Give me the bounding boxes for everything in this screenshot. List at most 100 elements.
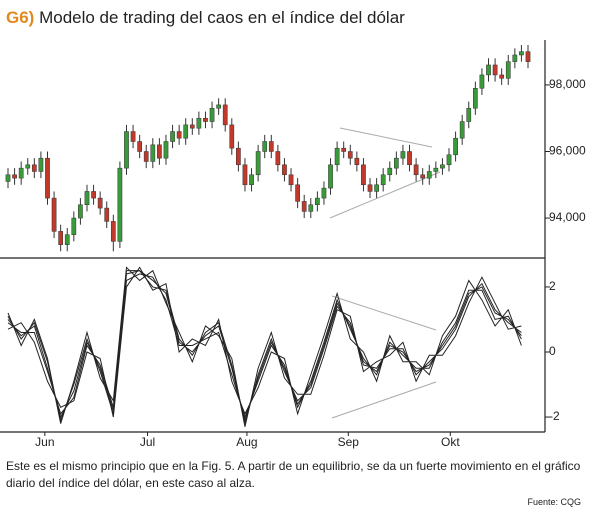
candle-body [361, 164, 366, 186]
y-tick-label: 98,000 [549, 77, 586, 91]
candle-body [466, 107, 472, 122]
candle-body [275, 151, 281, 166]
oscillator-line [7, 270, 522, 424]
candle-body [78, 204, 83, 219]
candle-body [426, 171, 432, 179]
chart-title: Modelo de trading del caos en el índice … [39, 8, 405, 27]
candle-body [150, 144, 156, 162]
candle-body [453, 137, 458, 156]
y-tick-label: 94,000 [549, 210, 586, 224]
candle-body [170, 131, 175, 142]
y-tick-label: 2 [549, 279, 556, 293]
candle-body [84, 191, 90, 205]
x-tick-label: Okt [441, 435, 460, 449]
candle-body [479, 74, 485, 89]
candle-body [334, 147, 340, 166]
candle-body [486, 64, 491, 76]
candle-body [124, 131, 129, 169]
trend-line [329, 171, 441, 219]
candle-body [216, 104, 221, 109]
candle-body [143, 151, 149, 162]
candle-body [51, 197, 57, 232]
candle-body [400, 151, 406, 159]
candle-body [295, 184, 300, 202]
candle-body [328, 164, 333, 189]
candle-body [519, 51, 524, 56]
candle-body [196, 117, 202, 129]
candle-body [222, 104, 228, 126]
candle-body [499, 74, 505, 79]
candle-body [183, 124, 189, 139]
candle-body [268, 141, 274, 152]
x-tick-label: Aug [236, 435, 257, 449]
candle-body [64, 234, 70, 245]
candle-body [413, 164, 419, 176]
candle-body [203, 117, 208, 122]
x-tick-label: Jun [35, 435, 54, 449]
candle-body [347, 151, 353, 159]
candle-body [420, 174, 426, 179]
source: Fuente: CQG [527, 497, 581, 507]
candle-body [394, 157, 399, 169]
candle-body [91, 191, 96, 199]
candle-body [282, 164, 287, 176]
candle-body [104, 207, 110, 222]
candle-body [505, 61, 511, 79]
candle-body [446, 154, 452, 166]
candle-body [525, 51, 531, 62]
candle-body [25, 164, 31, 169]
figure-label: G6) [6, 8, 35, 27]
candle-body [315, 197, 320, 205]
candle-body [12, 174, 17, 179]
trend-line [331, 295, 437, 331]
candle-body [38, 157, 44, 172]
candle-body [459, 121, 465, 139]
candle-body [176, 131, 182, 139]
y-tick-label: 0 [549, 344, 556, 358]
y-tick-label: -2 [549, 409, 560, 423]
candle-body [380, 174, 386, 186]
candle-body [440, 164, 445, 169]
candle-body [5, 174, 11, 182]
title-block: G6) Modelo de trading del caos en el índ… [6, 8, 405, 28]
candle-body [249, 174, 254, 186]
candle-body [137, 141, 142, 152]
candle-body [163, 141, 169, 159]
caption: Este es el mismo principio que en la Fig… [6, 459, 581, 490]
candle-body [472, 88, 478, 109]
trend-line [331, 381, 437, 419]
candle-body [308, 204, 314, 212]
candle-body [130, 131, 136, 142]
candle-body [433, 167, 439, 172]
trend-line [339, 127, 433, 148]
candle-body [255, 151, 261, 176]
candle-body [374, 184, 379, 192]
candle-body [387, 167, 393, 176]
candle-body [354, 157, 360, 166]
candle-body [110, 221, 116, 242]
candle-body [236, 147, 241, 166]
candle-body [189, 124, 195, 129]
candle-body [288, 174, 294, 186]
candle-body [18, 167, 24, 179]
candle-body [31, 164, 37, 172]
candle-body [229, 124, 235, 149]
candle-body [242, 164, 248, 186]
candle-body [492, 64, 498, 76]
x-tick-label: Jul [140, 435, 155, 449]
candle-body [341, 147, 347, 152]
candle-body [262, 141, 268, 152]
candle-body [71, 217, 77, 235]
chart: 94,000 96,000 98,000 2 0 -2 Jun Jul Aug Sep Okt [0, 40, 586, 449]
candle-body [301, 201, 307, 212]
x-tick-label: Sep [338, 435, 360, 449]
candle-body [321, 187, 327, 199]
candle-body [45, 157, 50, 199]
candle-body [512, 54, 518, 62]
candle-body [367, 184, 373, 192]
candle-body [407, 151, 412, 166]
candle-body [209, 107, 215, 122]
candle-body [117, 167, 123, 242]
candle-body [58, 231, 64, 245]
